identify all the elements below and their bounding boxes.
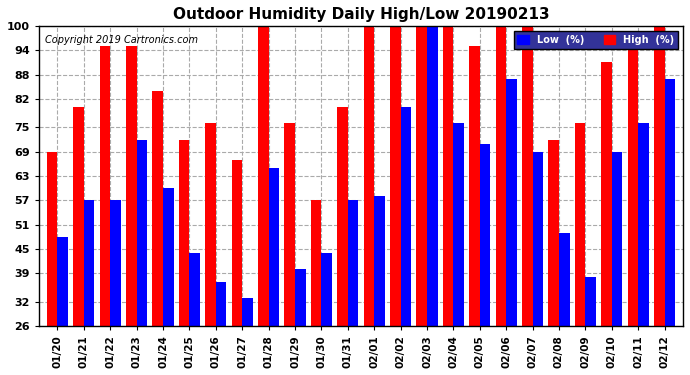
Bar xyxy=(638,123,649,375)
Bar xyxy=(575,123,585,375)
Bar xyxy=(417,26,427,375)
Bar xyxy=(427,26,437,375)
Bar xyxy=(654,26,664,375)
Bar xyxy=(480,144,491,375)
Bar xyxy=(401,107,411,375)
Bar xyxy=(549,140,559,375)
Bar xyxy=(453,123,464,375)
Bar xyxy=(84,200,95,375)
Bar xyxy=(348,200,358,375)
Bar xyxy=(284,123,295,375)
Bar xyxy=(322,253,332,375)
Bar xyxy=(242,298,253,375)
Bar xyxy=(232,160,242,375)
Bar xyxy=(163,188,174,375)
Bar xyxy=(311,200,322,375)
Bar xyxy=(190,253,200,375)
Bar xyxy=(152,91,163,375)
Bar xyxy=(57,237,68,375)
Bar xyxy=(601,62,612,375)
Bar xyxy=(99,46,110,375)
Bar xyxy=(506,79,517,375)
Bar xyxy=(522,26,533,375)
Bar xyxy=(216,282,226,375)
Legend: Low  (%), High  (%): Low (%), High (%) xyxy=(513,31,678,48)
Bar xyxy=(374,196,385,375)
Title: Outdoor Humidity Daily High/Low 20190213: Outdoor Humidity Daily High/Low 20190213 xyxy=(172,7,549,22)
Bar xyxy=(205,123,216,375)
Bar xyxy=(179,140,190,375)
Bar xyxy=(628,46,638,375)
Bar xyxy=(469,46,480,375)
Bar xyxy=(47,152,57,375)
Bar xyxy=(126,46,137,375)
Bar xyxy=(390,26,401,375)
Bar xyxy=(533,152,543,375)
Text: Copyright 2019 Cartronics.com: Copyright 2019 Cartronics.com xyxy=(46,35,199,45)
Bar xyxy=(364,26,374,375)
Bar xyxy=(495,26,506,375)
Bar xyxy=(337,107,348,375)
Bar xyxy=(73,107,84,375)
Bar xyxy=(612,152,622,375)
Bar xyxy=(258,26,268,375)
Bar xyxy=(559,233,569,375)
Bar xyxy=(137,140,147,375)
Bar xyxy=(443,26,453,375)
Bar xyxy=(110,200,121,375)
Bar xyxy=(664,79,675,375)
Bar xyxy=(295,269,306,375)
Bar xyxy=(585,278,596,375)
Bar xyxy=(268,168,279,375)
